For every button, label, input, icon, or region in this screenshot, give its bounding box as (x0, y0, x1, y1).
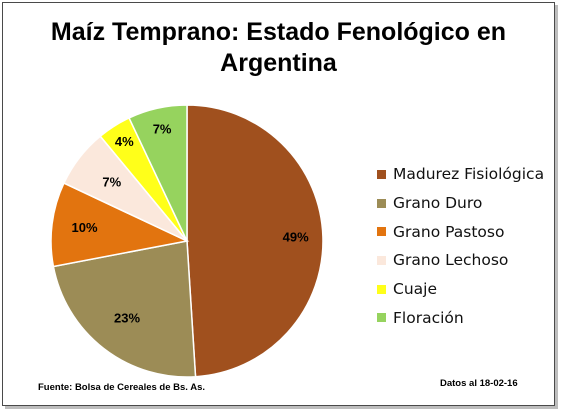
source-note: Fuente: Bolsa de Cereales de Bs. As. (38, 382, 206, 393)
legend-label: Grano Duro (393, 194, 483, 213)
legend-swatch (377, 198, 386, 208)
pie-slice-grano-pastoso (50, 182, 190, 268)
pie-slice-floracion (128, 104, 188, 242)
legend-swatch (377, 169, 386, 179)
pie-label-grano-pastoso: 10% (71, 220, 97, 235)
legend-item-grano-lechoso: Grano Lechoso (377, 246, 544, 275)
pie-slice-grano-duro (52, 240, 197, 378)
chart-title-line-2: Argentina (220, 49, 337, 77)
pie-label-grano-duro: 23% (114, 310, 140, 325)
legend-label: Grano Lechoso (393, 251, 509, 270)
legend-swatch (377, 255, 386, 265)
legend-item-grano-pastoso: Grano Pastoso (377, 217, 544, 246)
legend-label: Cuaje (393, 280, 437, 299)
pie-slice-madurez-fisiologica (186, 104, 324, 378)
pie-label-cuaje: 4% (115, 134, 134, 149)
legend-item-madurez-fisiologica: Madurez Fisiológica (377, 160, 544, 189)
pie-label-grano-lechoso: 7% (102, 175, 121, 190)
legend-label: Madurez Fisiológica (393, 165, 545, 184)
pie-slices (50, 104, 324, 378)
legend-swatch (377, 284, 386, 294)
date-note: Datos al 18-02-16 (440, 378, 518, 389)
legend-label: Grano Pastoso (393, 222, 505, 241)
legend-item-grano-duro: Grano Duro (377, 189, 544, 218)
pie-label-madurez-fisiologica: 49% (283, 230, 309, 245)
legend-item-cuaje: Cuaje (377, 275, 544, 304)
legend-item-floracion: Floración (377, 303, 544, 332)
chart-title: Maíz Temprano: Estado Fenológico en Arge… (3, 17, 554, 79)
chart-legend: Madurez Fisiológica Grano Duro Grano Pas… (377, 160, 544, 332)
legend-label: Floración (393, 308, 464, 327)
pie-label-floracion: 7% (153, 122, 172, 137)
legend-swatch (377, 313, 386, 323)
chart-title-line-1: Maíz Temprano: Estado Fenológico en (50, 18, 507, 46)
legend-swatch (377, 227, 386, 237)
pie-slice-labels: 49% 23% 10% 7% 4% 7% (71, 122, 309, 326)
